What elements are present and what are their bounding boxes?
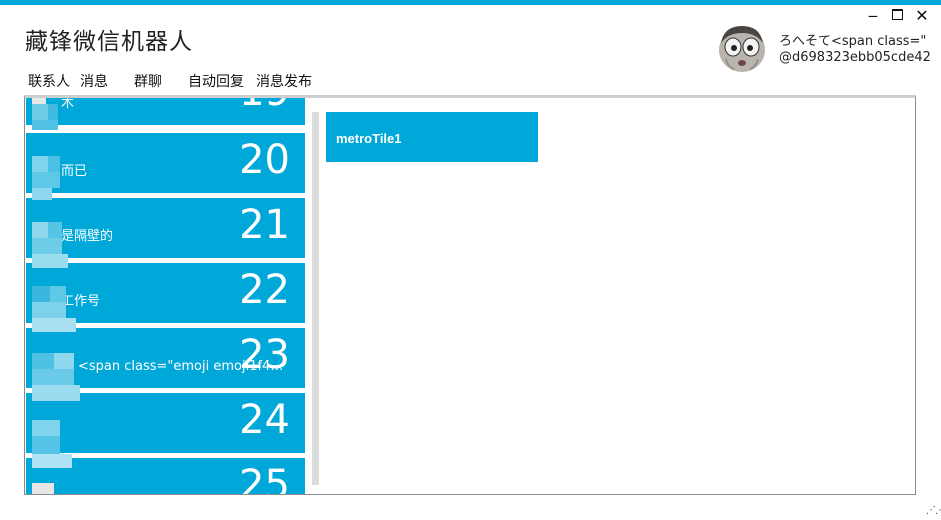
- metro-tile[interactable]: metroTile1: [326, 112, 538, 162]
- content-frame: 木 19 而已 20 是隔壁的 21 工作号 22 <span class="e…: [24, 95, 916, 495]
- contact-tile[interactable]: 24: [26, 393, 305, 453]
- user-name: ろへそて<span class=": [779, 34, 927, 49]
- contact-tile[interactable]: 是隔壁的 21: [26, 198, 305, 258]
- contact-number: 20: [239, 137, 290, 183]
- app-title: 藏锋微信机器人: [25, 29, 193, 55]
- contact-number: 19: [239, 98, 290, 117]
- contact-avatar: [28, 156, 70, 218]
- contact-number: 24: [239, 397, 290, 443]
- tab-auto-reply[interactable]: 自动回复: [188, 74, 244, 90]
- contact-number: 22: [239, 267, 290, 313]
- contact-list[interactable]: 木 19 而已 20 是隔壁的 21 工作号 22 <span class="e…: [25, 98, 307, 495]
- contact-number: 25: [239, 462, 290, 495]
- window-accent-bar: [0, 0, 941, 5]
- close-button[interactable]: ✕: [915, 6, 929, 25]
- contact-avatar: [28, 483, 70, 494]
- contact-number: 21: [239, 202, 290, 248]
- contact-tile[interactable]: 而已 20: [26, 133, 305, 193]
- contact-tile[interactable]: 25: [26, 458, 305, 495]
- user-id: @d698323ebb05cde42: [779, 50, 931, 65]
- contact-number: 23: [239, 332, 290, 378]
- contact-tile[interactable]: 木 19: [26, 98, 305, 125]
- maximize-button[interactable]: [888, 8, 906, 24]
- tab-group-chat[interactable]: 群聊: [134, 74, 162, 90]
- tab-publish[interactable]: 消息发布: [256, 74, 312, 90]
- contact-tile[interactable]: 工作号 22: [26, 263, 305, 323]
- contact-avatar: [28, 286, 76, 348]
- contact-avatar: [28, 98, 70, 152]
- minimize-button[interactable]: ‒: [867, 6, 879, 25]
- list-scrollbar[interactable]: [312, 112, 319, 485]
- user-avatar[interactable]: [716, 23, 768, 73]
- maximize-icon: [891, 9, 903, 20]
- tab-contacts[interactable]: 联系人: [28, 74, 70, 90]
- resize-grip-icon[interactable]: ⋰⋰: [926, 505, 941, 516]
- contact-avatar: [28, 222, 70, 284]
- tab-messages[interactable]: 消息: [80, 74, 108, 90]
- contact-avatar: [28, 420, 72, 482]
- contact-avatar: [28, 353, 80, 415]
